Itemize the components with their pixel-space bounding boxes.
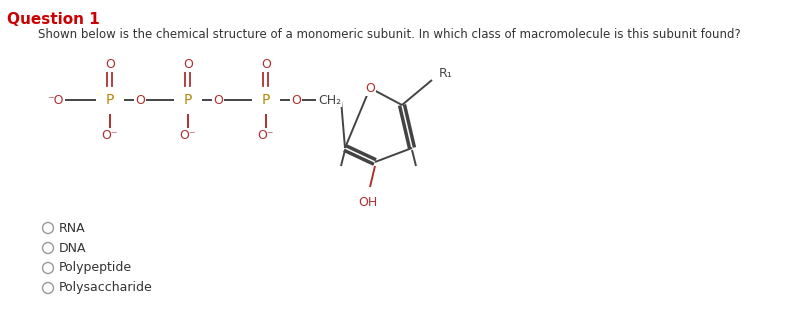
Text: RNA: RNA <box>58 222 85 234</box>
Text: O: O <box>213 93 223 107</box>
Text: R₁: R₁ <box>439 67 453 80</box>
Text: O⁻: O⁻ <box>102 128 118 141</box>
Text: O⁻: O⁻ <box>258 128 274 141</box>
Text: P: P <box>184 93 193 107</box>
Text: P: P <box>262 93 270 107</box>
Text: OH: OH <box>358 196 378 209</box>
Text: ⁻O: ⁻O <box>47 93 63 107</box>
Text: CH₂: CH₂ <box>318 93 341 107</box>
Text: O: O <box>365 81 375 94</box>
Text: O: O <box>105 58 115 71</box>
Text: O: O <box>135 93 145 107</box>
Text: Question 1: Question 1 <box>7 12 100 27</box>
Text: O: O <box>261 58 271 71</box>
Text: P: P <box>106 93 114 107</box>
Text: Polysaccharide: Polysaccharide <box>58 281 152 295</box>
Text: O: O <box>291 93 301 107</box>
Text: O: O <box>183 58 193 71</box>
Text: Shown below is the chemical structure of a monomeric subunit. In which class of : Shown below is the chemical structure of… <box>38 28 741 41</box>
Text: Polypeptide: Polypeptide <box>58 261 132 274</box>
Text: O⁻: O⁻ <box>180 128 197 141</box>
Text: DNA: DNA <box>58 242 86 254</box>
